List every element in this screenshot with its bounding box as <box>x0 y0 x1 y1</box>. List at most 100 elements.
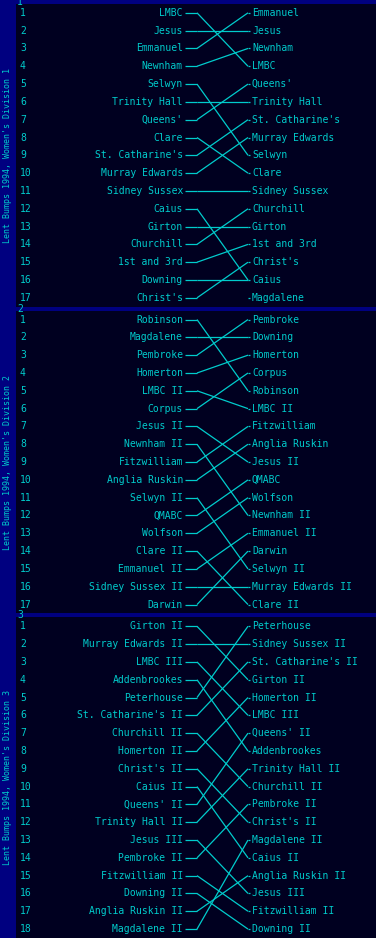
Text: 13: 13 <box>20 221 32 232</box>
Text: Jesus III: Jesus III <box>130 835 183 845</box>
Text: Newnham II: Newnham II <box>124 439 183 449</box>
Text: St. Catharine's: St. Catharine's <box>252 114 340 125</box>
Text: Caius II: Caius II <box>136 781 183 792</box>
Text: Sidney Sussex II: Sidney Sussex II <box>252 639 346 649</box>
Text: Fitzwilliam: Fitzwilliam <box>252 421 317 431</box>
Text: Sidney Sussex: Sidney Sussex <box>107 186 183 196</box>
Text: Peterhouse: Peterhouse <box>124 692 183 703</box>
Text: Pembroke: Pembroke <box>136 350 183 360</box>
Text: Fitzwilliam II: Fitzwilliam II <box>101 870 183 881</box>
Text: 13: 13 <box>20 835 32 845</box>
Text: Girton: Girton <box>252 221 287 232</box>
Text: Christ's: Christ's <box>252 257 299 267</box>
Text: 17: 17 <box>20 293 32 303</box>
Text: Emmanuel: Emmanuel <box>252 8 299 18</box>
Text: 14: 14 <box>20 546 32 556</box>
Text: 2: 2 <box>17 304 23 313</box>
Text: Anglia Ruskin II: Anglia Ruskin II <box>252 870 346 881</box>
Text: LMBC: LMBC <box>159 8 183 18</box>
Bar <box>16 613 376 617</box>
Text: Girton II: Girton II <box>252 674 305 685</box>
Text: Pembroke II: Pembroke II <box>118 853 183 863</box>
Text: Downing II: Downing II <box>252 924 311 934</box>
Text: Peterhouse: Peterhouse <box>252 621 311 631</box>
Text: 6: 6 <box>20 710 26 720</box>
Text: 12: 12 <box>20 817 32 827</box>
Text: 4: 4 <box>20 61 26 71</box>
Text: 11: 11 <box>20 799 32 809</box>
Text: Jesus III: Jesus III <box>252 888 305 899</box>
Text: Murray Edwards II: Murray Edwards II <box>252 582 352 592</box>
Text: 9: 9 <box>20 764 26 774</box>
Text: 6: 6 <box>20 403 26 414</box>
Text: Wolfson: Wolfson <box>252 492 293 503</box>
Text: Addenbrookes: Addenbrookes <box>252 746 323 756</box>
Text: 11: 11 <box>20 186 32 196</box>
Text: Jesus II: Jesus II <box>252 457 299 467</box>
Text: Darwin: Darwin <box>148 599 183 610</box>
Text: 2: 2 <box>20 332 26 342</box>
Text: 3: 3 <box>20 43 26 53</box>
Text: Jesus: Jesus <box>252 25 281 36</box>
Text: Homerton II: Homerton II <box>118 746 183 756</box>
Text: Clare: Clare <box>252 168 281 178</box>
Text: Jesus: Jesus <box>154 25 183 36</box>
Text: Trinity Hall II: Trinity Hall II <box>95 817 183 827</box>
Text: Addenbrookes: Addenbrookes <box>112 674 183 685</box>
Text: 4: 4 <box>20 368 26 378</box>
Text: LMBC II: LMBC II <box>252 403 293 414</box>
Text: Anglia Ruskin II: Anglia Ruskin II <box>89 906 183 916</box>
Text: Magdalene II: Magdalene II <box>252 835 323 845</box>
Text: 11: 11 <box>20 492 32 503</box>
Text: Emmanuel: Emmanuel <box>136 43 183 53</box>
Text: Lent Bumps 1994, Women's Division 2: Lent Bumps 1994, Women's Division 2 <box>3 374 12 550</box>
Text: Christ's II: Christ's II <box>252 817 317 827</box>
Text: Homerton: Homerton <box>136 368 183 378</box>
Text: 3: 3 <box>20 350 26 360</box>
Text: 16: 16 <box>20 582 32 592</box>
Text: LMBC II: LMBC II <box>142 386 183 396</box>
Text: Sidney Sussex: Sidney Sussex <box>252 186 328 196</box>
Text: Emmanuel II: Emmanuel II <box>118 564 183 574</box>
Text: Homerton II: Homerton II <box>252 692 317 703</box>
Text: Corpus: Corpus <box>252 368 287 378</box>
Text: Wolfson: Wolfson <box>142 528 183 538</box>
Text: Downing: Downing <box>142 275 183 285</box>
Text: Robinson: Robinson <box>136 314 183 325</box>
Text: 16: 16 <box>20 275 32 285</box>
Text: St. Catharine's II: St. Catharine's II <box>77 710 183 720</box>
Text: Newnham: Newnham <box>252 43 293 53</box>
Text: Murray Edwards: Murray Edwards <box>101 168 183 178</box>
Text: 5: 5 <box>20 386 26 396</box>
Text: Caius II: Caius II <box>252 853 299 863</box>
Text: Magdalene: Magdalene <box>252 293 305 303</box>
Text: Homerton: Homerton <box>252 350 299 360</box>
Bar <box>0 0 16 938</box>
Text: 2: 2 <box>20 639 26 649</box>
Text: LMBC III: LMBC III <box>252 710 299 720</box>
Text: Queens': Queens' <box>142 114 183 125</box>
Text: 12: 12 <box>20 510 32 521</box>
Text: Clare: Clare <box>154 132 183 143</box>
Text: 8: 8 <box>20 132 26 143</box>
Text: Magdalene II: Magdalene II <box>112 924 183 934</box>
Text: 18: 18 <box>20 924 32 934</box>
Text: Fitzwilliam: Fitzwilliam <box>118 457 183 467</box>
Text: Queens' II: Queens' II <box>124 799 183 809</box>
Text: Anglia Ruskin: Anglia Ruskin <box>107 475 183 485</box>
Text: QMABC: QMABC <box>154 510 183 521</box>
Text: Selwyn II: Selwyn II <box>130 492 183 503</box>
Text: LMBC III: LMBC III <box>136 657 183 667</box>
Text: 7: 7 <box>20 421 26 431</box>
Text: 7: 7 <box>20 114 26 125</box>
Text: 4: 4 <box>20 674 26 685</box>
Text: Trinity Hall: Trinity Hall <box>252 97 323 107</box>
Text: Trinity Hall II: Trinity Hall II <box>252 764 340 774</box>
Text: 15: 15 <box>20 564 32 574</box>
Text: 15: 15 <box>20 870 32 881</box>
Text: Corpus: Corpus <box>148 403 183 414</box>
Text: 15: 15 <box>20 257 32 267</box>
Text: Christ's: Christ's <box>136 293 183 303</box>
Text: Pembroke II: Pembroke II <box>252 799 317 809</box>
Text: Queens': Queens' <box>252 79 293 89</box>
